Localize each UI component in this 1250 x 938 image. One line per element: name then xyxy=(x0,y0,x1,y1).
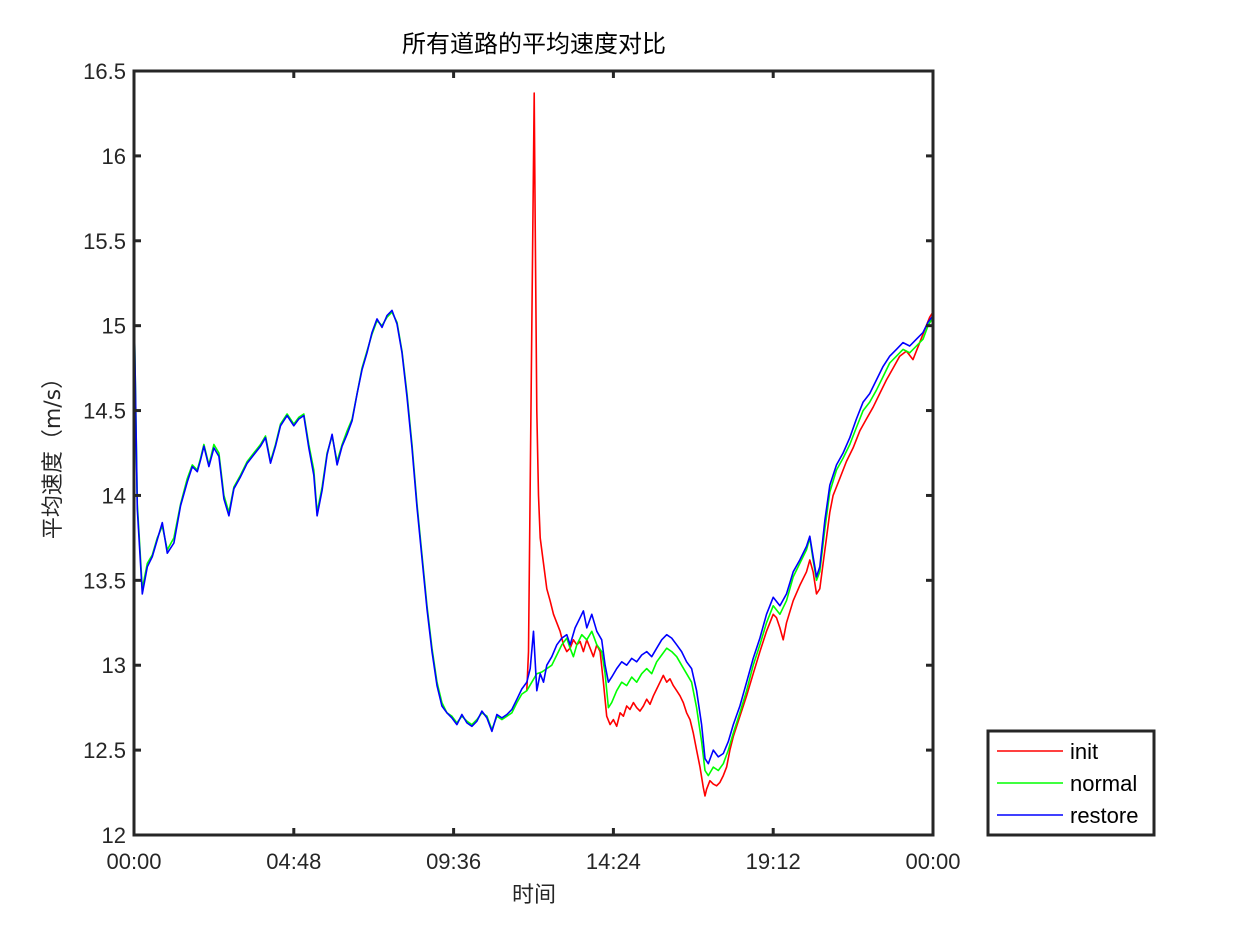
y-tick-label: 12.5 xyxy=(83,738,126,763)
y-tick-label: 14.5 xyxy=(83,399,126,424)
y-tick-label: 12 xyxy=(102,823,126,848)
y-tick-label: 16 xyxy=(102,144,126,169)
x-tick-label: 00:00 xyxy=(106,849,161,874)
y-tick-label: 15 xyxy=(102,314,126,339)
series-layer xyxy=(133,92,934,797)
y-tick-label: 16.5 xyxy=(83,59,126,84)
x-tick-label: 04:48 xyxy=(266,849,321,874)
legend-label-restore: restore xyxy=(1070,803,1138,828)
legend: init normal restore xyxy=(986,729,1156,837)
x-tick-label: 09:36 xyxy=(426,849,481,874)
y-axis-label: 平均速度（m/s） xyxy=(41,367,66,539)
y-tick-labels: 12 12.5 13 13.5 14 14.5 15 15.5 16 16.5 xyxy=(83,59,126,848)
y-tick-label: 15.5 xyxy=(83,229,126,254)
x-tick-labels: 00:00 04:48 09:36 14:24 19:12 00:00 xyxy=(106,849,960,874)
x-tick-label: 19:12 xyxy=(746,849,801,874)
plot-area xyxy=(132,69,935,837)
plot-frame xyxy=(132,69,935,837)
y-tick-label: 14 xyxy=(102,483,126,508)
x-tick-label: 00:00 xyxy=(905,849,960,874)
legend-label-normal: normal xyxy=(1070,771,1137,796)
y-tick-label: 13 xyxy=(102,653,126,678)
x-tick-label: 14:24 xyxy=(586,849,641,874)
chart-title: 所有道路的平均速度对比 xyxy=(402,30,666,58)
legend-label-init: init xyxy=(1070,739,1098,764)
y-tick-label: 13.5 xyxy=(83,568,126,593)
series-line-restore xyxy=(133,296,934,765)
x-axis-label: 时间 xyxy=(512,883,556,908)
